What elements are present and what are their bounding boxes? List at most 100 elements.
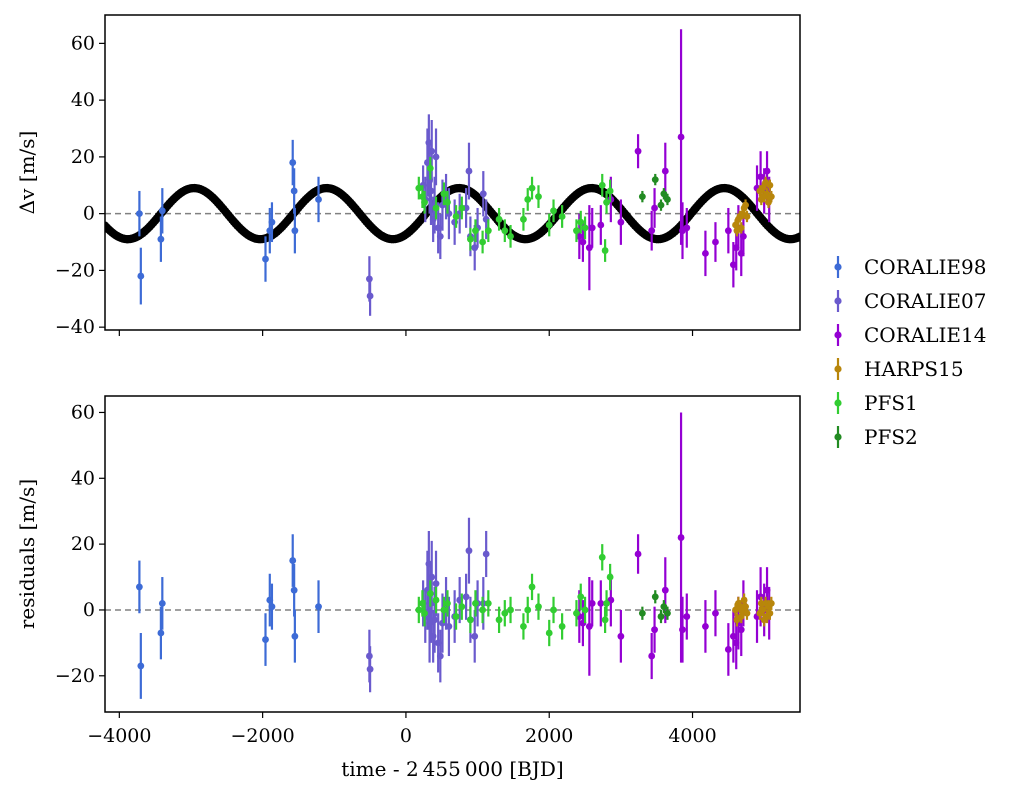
data-point bbox=[763, 167, 771, 175]
data-point bbox=[484, 599, 492, 607]
data-point bbox=[577, 593, 585, 601]
data-point bbox=[472, 599, 479, 607]
data-point bbox=[427, 187, 435, 195]
data-point bbox=[479, 606, 486, 614]
series-coralie07 bbox=[365, 517, 490, 693]
y-axis-label: Δv [m/s] bbox=[15, 131, 39, 215]
legend-entry-pfs1: PFS1 bbox=[834, 391, 918, 415]
x-tick-label: −2000 bbox=[230, 725, 294, 747]
data-point bbox=[573, 609, 580, 617]
data-point bbox=[683, 224, 691, 232]
data-point bbox=[425, 139, 433, 147]
data-point bbox=[712, 238, 719, 246]
data-point bbox=[702, 249, 709, 257]
data-point bbox=[467, 616, 474, 624]
data-point bbox=[558, 213, 566, 220]
data-point bbox=[767, 193, 775, 201]
data-point bbox=[471, 244, 479, 252]
data-point bbox=[577, 218, 585, 226]
data-point bbox=[495, 215, 503, 223]
data-point bbox=[558, 623, 566, 630]
series-harps15 bbox=[732, 176, 775, 237]
data-point bbox=[157, 235, 165, 243]
data-point bbox=[651, 593, 659, 601]
data-point bbox=[535, 603, 542, 611]
data-point bbox=[588, 599, 596, 607]
legend-label: CORALIE14 bbox=[864, 323, 986, 347]
y-axis-label: residuals [m/s] bbox=[15, 479, 39, 629]
data-point bbox=[465, 547, 473, 555]
series-coralie98 bbox=[135, 139, 322, 305]
data-point bbox=[598, 553, 606, 561]
data-point bbox=[765, 198, 772, 206]
data-point bbox=[366, 665, 374, 673]
legend-point-marker bbox=[834, 399, 842, 407]
data-point bbox=[597, 599, 605, 607]
data-point bbox=[683, 613, 691, 620]
data-point bbox=[657, 201, 665, 209]
data-point bbox=[664, 609, 671, 617]
y-tick-label: −40 bbox=[55, 316, 95, 338]
y-tick-label: 0 bbox=[83, 203, 95, 225]
data-point bbox=[729, 632, 737, 640]
legend-entry-coralie14: CORALIE14 bbox=[834, 323, 986, 347]
data-point bbox=[617, 632, 625, 640]
plot-area bbox=[105, 412, 800, 699]
legend-entry-coralie98: CORALIE98 bbox=[834, 255, 986, 279]
data-point bbox=[702, 623, 709, 630]
data-point bbox=[638, 193, 646, 201]
data-point bbox=[524, 606, 532, 614]
data-point bbox=[739, 232, 747, 240]
data-point bbox=[657, 613, 665, 620]
y-tick-label: 60 bbox=[71, 401, 95, 423]
data-point bbox=[289, 159, 297, 166]
data-point bbox=[581, 224, 589, 232]
y-tick-label: 40 bbox=[71, 467, 95, 489]
data-point bbox=[638, 609, 646, 617]
data-point bbox=[436, 652, 444, 660]
data-point bbox=[135, 210, 143, 218]
series-pfs1 bbox=[415, 156, 614, 262]
data-point bbox=[737, 626, 745, 634]
data-point bbox=[651, 204, 658, 212]
data-point bbox=[426, 590, 434, 597]
data-point bbox=[315, 603, 322, 611]
data-point bbox=[617, 218, 625, 226]
data-point bbox=[651, 176, 659, 183]
data-point bbox=[290, 187, 298, 195]
x-axis-label: time - 2 455 000 [BJD] bbox=[341, 757, 563, 781]
data-point bbox=[444, 599, 451, 607]
data-point bbox=[651, 626, 658, 634]
data-point bbox=[724, 646, 732, 653]
data-point bbox=[550, 606, 557, 614]
data-point bbox=[573, 227, 580, 235]
data-point bbox=[757, 173, 764, 181]
data-point bbox=[462, 593, 470, 601]
x-tick-label: 2000 bbox=[525, 725, 573, 747]
data-point bbox=[137, 272, 145, 280]
data-point bbox=[535, 193, 542, 201]
data-point bbox=[472, 227, 479, 235]
data-point bbox=[501, 609, 509, 617]
data-point bbox=[135, 583, 143, 591]
data-point bbox=[545, 221, 553, 229]
legend-point-marker bbox=[834, 263, 842, 271]
data-point bbox=[444, 198, 451, 206]
data-point bbox=[507, 606, 514, 614]
data-point bbox=[759, 184, 767, 192]
data-point bbox=[737, 224, 745, 232]
data-point bbox=[661, 167, 669, 175]
data-point bbox=[634, 147, 642, 155]
legend-point-marker bbox=[834, 433, 842, 441]
data-point bbox=[465, 167, 473, 175]
data-point bbox=[520, 215, 527, 223]
model-point bbox=[795, 232, 800, 241]
data-point bbox=[507, 232, 514, 240]
data-point bbox=[766, 181, 774, 189]
data-point bbox=[445, 623, 453, 630]
data-point bbox=[724, 227, 732, 235]
data-point bbox=[484, 227, 492, 235]
data-point bbox=[157, 629, 165, 637]
model-curve bbox=[105, 183, 800, 244]
